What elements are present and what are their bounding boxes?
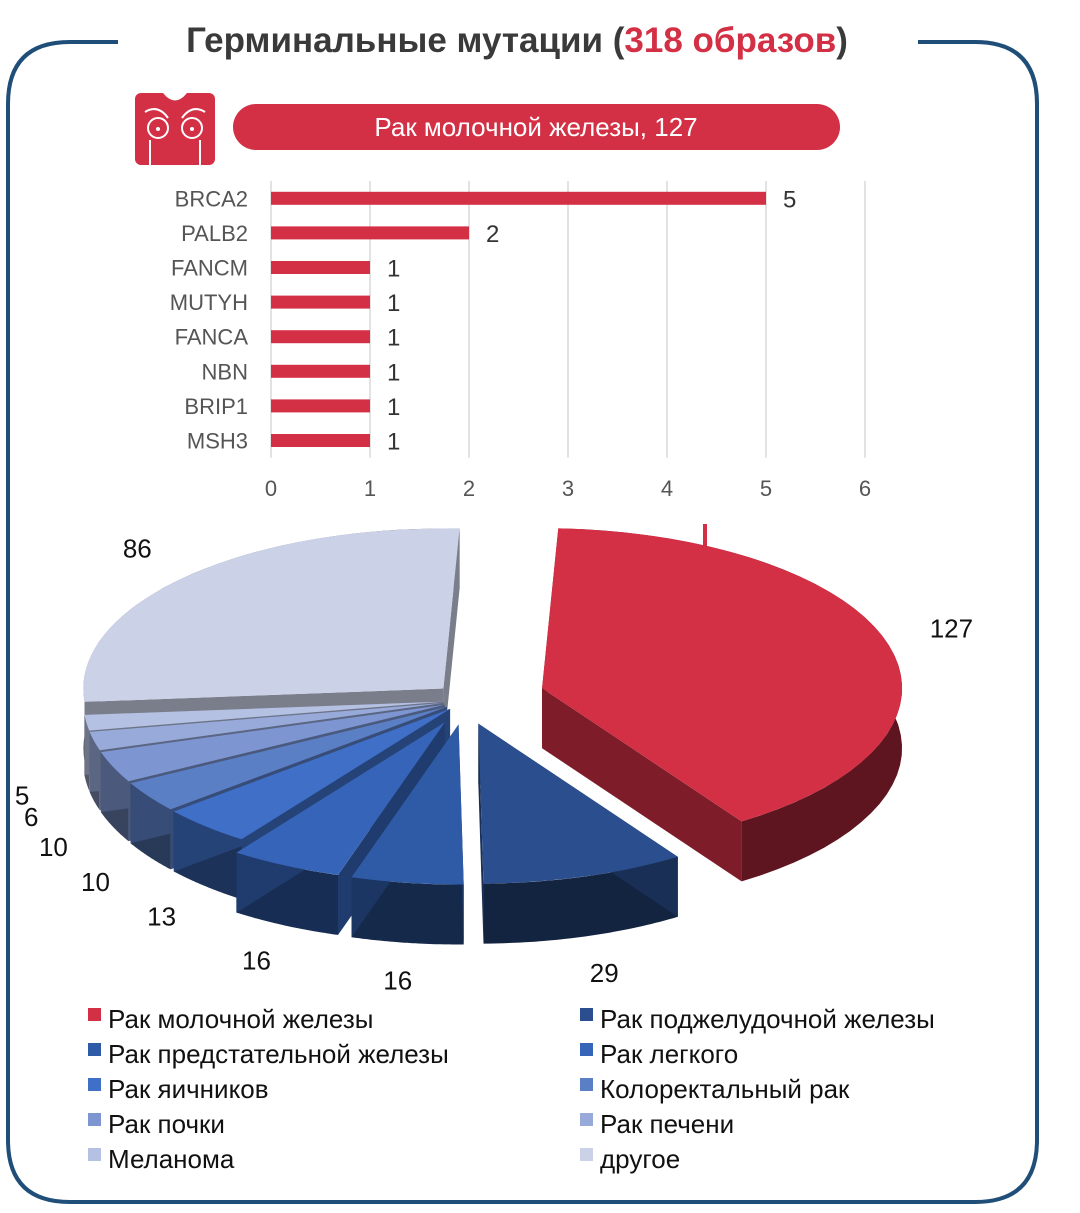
pie-data-label: 13 (147, 902, 176, 932)
legend-label: Рак молочной железы (108, 1004, 373, 1034)
torso-icon (135, 93, 215, 165)
legend-label: Рак яичников (108, 1074, 269, 1104)
x-tick-label: 6 (859, 476, 871, 501)
bar-data-label: 5 (783, 186, 796, 213)
pie-slice-wall (443, 528, 460, 749)
category-label: BRCA2 (175, 186, 248, 211)
pie-data-label: 10 (39, 832, 68, 862)
pie-slice (83, 528, 460, 702)
bar-chart-header: Рак молочной железы, 127 (233, 104, 840, 150)
bar (271, 434, 370, 447)
legend-label: Рак предстательной железы (108, 1039, 449, 1069)
legend-label: Рак легкого (600, 1039, 738, 1069)
bar-data-label: 1 (387, 429, 400, 456)
category-label: NBN (202, 359, 248, 384)
legend-swatch (580, 1113, 593, 1126)
legend-label: Рак поджелудочной железы (600, 1004, 935, 1034)
x-tick-label: 0 (265, 476, 277, 501)
x-tick-label: 4 (661, 476, 673, 501)
legend-swatch (580, 1148, 593, 1161)
bar-data-label: 2 (486, 221, 499, 248)
category-label: BRIP1 (184, 394, 248, 419)
bar-chart-title: Рак молочной железы, 127 (374, 112, 697, 142)
bar-data-label: 1 (387, 290, 400, 317)
category-label: FANCA (175, 325, 249, 350)
legend-swatch (88, 1043, 101, 1056)
pie-slice (173, 708, 451, 840)
legend-label: Рак печени (600, 1109, 734, 1139)
pie-slice (542, 528, 903, 822)
pie-slice (89, 702, 444, 751)
category-label: MUTYH (170, 290, 248, 315)
bar-data-label: 1 (387, 359, 400, 386)
x-tick-label: 5 (760, 476, 772, 501)
bar (271, 399, 370, 413)
pie-slice (236, 722, 446, 875)
category-label: PALB2 (181, 221, 248, 246)
legend-swatch (88, 1078, 101, 1091)
bar (271, 295, 370, 309)
bar-chart: BRCA2 5 PALB2 2 FANCM 1 MUTYH 1 FANCA 1 NBN 1 BRIP1 1… (170, 181, 871, 501)
bar-data-label: 1 (387, 394, 400, 421)
title-prefix: Герминальные мутации ( (186, 21, 625, 60)
bar (271, 261, 370, 274)
pie-slice (100, 704, 445, 782)
legend: Рак молочной железы Рак поджелудочной жел… (88, 1004, 935, 1174)
legend-label: Колоректальный рак (600, 1074, 850, 1104)
pie-data-label: 16 (242, 945, 271, 975)
pie-data-label: 29 (590, 958, 619, 988)
bar (271, 330, 370, 344)
category-label: MSH3 (187, 429, 248, 454)
legend-swatch (88, 1008, 101, 1021)
bar (271, 191, 766, 205)
pie-data-label: 16 (383, 965, 412, 995)
legend-swatch (580, 1008, 593, 1021)
header-pill (233, 104, 840, 150)
page-title: Герминальные мутации (318 образов) (186, 21, 848, 60)
pie-data-label: 86 (123, 534, 152, 564)
bar (271, 226, 469, 240)
pie-data-label: 6 (24, 802, 38, 832)
pie-slice (351, 724, 464, 885)
pie-slice (478, 723, 678, 884)
title-suffix: ) (836, 21, 848, 60)
legend-label: Рак почки (108, 1109, 225, 1139)
bar (271, 364, 370, 378)
title-highlight: 318 образов (624, 21, 836, 60)
bar-data-label: 1 (387, 256, 400, 283)
legend-label: другое (600, 1144, 680, 1174)
pie-slice (130, 706, 447, 810)
frame-border (6, 40, 1039, 1204)
legend-swatch (88, 1113, 101, 1126)
x-tick-label: 2 (463, 476, 475, 501)
legend-swatch (580, 1078, 593, 1091)
legend-swatch (88, 1148, 101, 1161)
pie-slice-wall (542, 688, 742, 882)
pie-slice-wall (478, 723, 484, 944)
legend-swatch (580, 1043, 593, 1056)
x-tick-label: 1 (364, 476, 376, 501)
category-label: FANCM (171, 256, 248, 281)
x-tick-label: 3 (562, 476, 574, 501)
pie-data-label: 127 (930, 614, 973, 644)
bar-data-label: 1 (387, 325, 400, 352)
pie-data-label: 5 (15, 781, 29, 811)
legend-label: Меланома (108, 1144, 235, 1174)
pie-data-label: 10 (81, 867, 110, 897)
pie-slice (84, 701, 444, 731)
